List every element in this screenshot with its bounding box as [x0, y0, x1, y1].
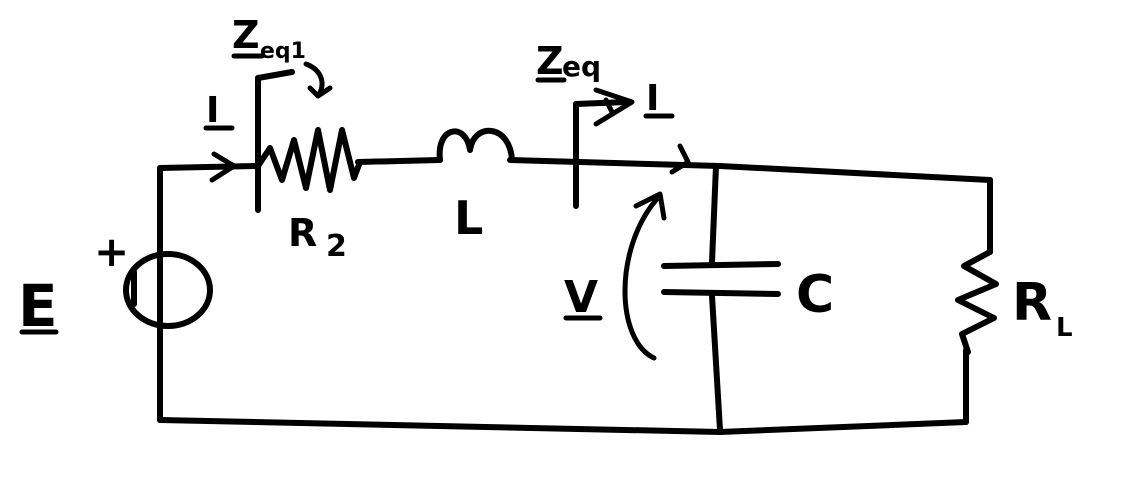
inductor-label: L	[454, 191, 483, 245]
current-arrows	[209, 143, 691, 183]
series-resistor-symbol	[255, 127, 363, 193]
zeq1-arrow	[303, 61, 333, 99]
source-plus-label: +	[94, 227, 129, 276]
series-resistor	[255, 127, 363, 193]
zeq1-marker	[255, 69, 295, 213]
labels: E + I Z eq1 Z eq I R 2 L V C R L	[18, 13, 1073, 343]
capacitor-plate-top	[661, 261, 781, 269]
current-arrow-left-head	[209, 151, 237, 183]
source-label: E	[18, 272, 58, 340]
zeq-arrow-head	[593, 87, 635, 127]
zeq1-label-sub: eq1	[260, 39, 306, 64]
series-resistor-label-base: R	[288, 211, 317, 255]
series-resistor-label-sub: 2	[326, 229, 347, 264]
wires	[157, 157, 993, 435]
zeq-marker	[573, 99, 629, 209]
load-resistor-label-base: R	[1012, 273, 1052, 333]
top-wire-right	[507, 157, 993, 183]
capacitor-label: C	[796, 265, 834, 325]
inductor-symbol	[436, 127, 515, 163]
current-right-label: I	[646, 78, 659, 119]
current-left-label: I	[206, 90, 219, 131]
zeq1-label-base: Z	[232, 13, 260, 57]
voltage-arc-head	[633, 191, 667, 221]
bottom-wire	[157, 417, 969, 435]
voltage-arrow	[622, 191, 667, 361]
cap-wire-top	[709, 163, 719, 265]
inductor	[436, 127, 515, 163]
load-resistor	[955, 249, 999, 355]
top-wire-left	[157, 163, 259, 171]
zeq-label-sub: eq	[562, 50, 601, 83]
capacitor-plate-bottom	[661, 289, 781, 297]
source-circle	[123, 251, 213, 329]
load-resistor-label-sub: L	[1056, 313, 1073, 343]
zeq-label-base: Z	[536, 39, 564, 83]
voltage-label: V	[564, 272, 598, 323]
load-resistor-symbol	[955, 249, 999, 355]
cap-wire-bottom	[709, 293, 723, 433]
current-arrow-right-head	[669, 143, 691, 175]
top-wire-mid	[355, 157, 443, 165]
capacitor	[661, 261, 781, 297]
impedance-markers	[255, 61, 635, 213]
voltage-arc	[622, 197, 659, 361]
voltage-source	[123, 251, 213, 329]
